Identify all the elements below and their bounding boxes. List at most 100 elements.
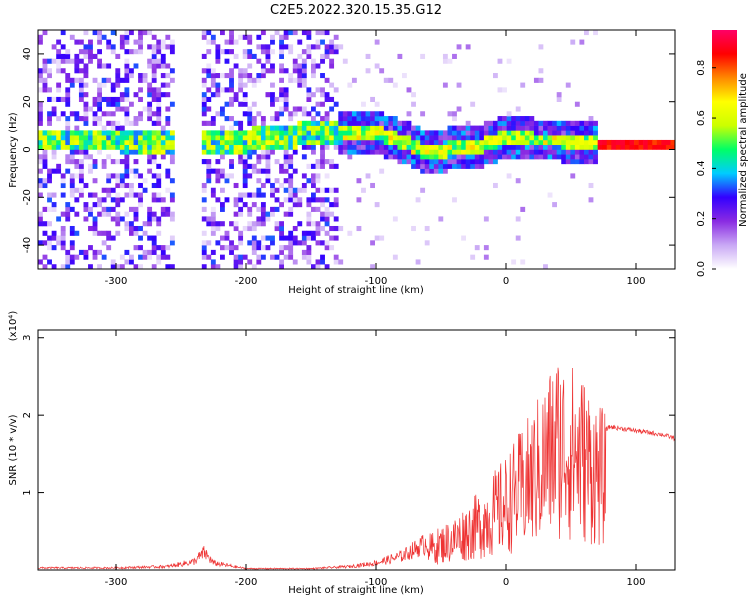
spectrogram-cell [210, 68, 216, 74]
spectrogram-cell [279, 249, 284, 255]
spectrogram-cell [438, 159, 444, 165]
spectrogram-cell [493, 149, 498, 155]
spectrogram-cell [124, 225, 130, 232]
spectrogram-cell [97, 92, 102, 98]
spectrogram-cell [110, 120, 116, 126]
spectrogram-cell [270, 34, 275, 40]
spectrogram-cell [65, 202, 71, 208]
spectrogram-cell [229, 163, 234, 169]
spectrogram-cell [402, 139, 407, 146]
spectrogram-cell [247, 63, 253, 69]
spectrogram-cell [69, 130, 75, 136]
spectrogram-cell [242, 173, 248, 179]
spectrogram-cell [556, 130, 562, 136]
spectrogram-cell [97, 249, 102, 255]
spectrogram-cell [106, 235, 112, 241]
spectrogram-cell [283, 144, 289, 150]
spectrogram-cell [251, 120, 257, 126]
spectrogram-cell [229, 149, 234, 155]
spectrogram-cell [60, 225, 66, 232]
spectrogram-cell [97, 96, 102, 102]
spectrogram-cell [529, 144, 535, 150]
spectrogram-cell [292, 63, 298, 69]
spectrogram-cell [224, 49, 230, 55]
spectrogram-cell [279, 53, 284, 59]
spectrogram-cell [320, 125, 325, 131]
spectrogram-cell [65, 87, 71, 93]
spectrogram-cell [265, 168, 271, 174]
spectrogram-cell [543, 130, 548, 136]
spectrogram-cell [502, 87, 507, 93]
spectrogram-cell [379, 120, 385, 126]
spectrogram-cell [283, 30, 289, 36]
spectrogram-cell [215, 53, 221, 59]
spectrogram-cell [379, 111, 385, 117]
spectrogram-cell [565, 125, 571, 131]
spectrogram-cell [38, 211, 43, 217]
spectrogram-cell [333, 187, 339, 193]
spectrogram-cell [424, 130, 430, 136]
spectrogram-cell [483, 245, 489, 251]
spectrogram-cell [370, 182, 375, 189]
spectrogram-cell [233, 264, 239, 269]
spectrogram-cell [56, 139, 62, 146]
spectrogram-cell [361, 120, 366, 126]
spectrogram-cell [206, 39, 212, 45]
spectrogram-cell [169, 149, 175, 155]
spectrogram-cell [356, 111, 362, 117]
spectrogram-cell [220, 245, 225, 251]
spectrogram-cell [78, 135, 84, 141]
spectrogram-cell [279, 264, 284, 269]
spectrogram-cell [315, 111, 321, 117]
spectrogram-cell [556, 139, 562, 146]
spectrogram-cell [138, 192, 143, 198]
spectrogram-cell [229, 39, 234, 45]
spectrogram-cell [515, 116, 521, 122]
spectrogram-cell [347, 125, 353, 131]
spectrogram-cell [306, 230, 312, 236]
spectrogram-cell [520, 154, 526, 160]
spectrogram-cell [83, 101, 89, 107]
spectrogram-cell [260, 116, 266, 122]
spectrogram-cell [411, 135, 416, 141]
spectrogram-cell [301, 125, 307, 131]
spectrogram-cell [242, 163, 248, 169]
spectrogram-cell [51, 111, 57, 117]
spectrogram-cell [78, 149, 84, 155]
spectrogram-cell [256, 206, 262, 212]
spectrogram-cell [238, 264, 244, 269]
spectrogram-cell [42, 130, 48, 136]
spectrogram-cell [69, 245, 75, 251]
spectrogram-cell [156, 87, 162, 93]
spectrogram-cell [452, 135, 457, 141]
spectrogram-cell [424, 225, 430, 232]
spectrogram-cell [124, 49, 130, 55]
spectrogram-cell [215, 173, 221, 179]
spectrogram-cell [156, 254, 162, 260]
spectrogram-cell [88, 154, 93, 160]
spectrogram-cell [588, 130, 594, 136]
spectrogram-cell [229, 249, 234, 255]
spectrogram-cell [297, 106, 303, 112]
spectrogram-cell [442, 130, 448, 136]
spectrogram-cell [579, 125, 585, 131]
spectrogram-cell [483, 125, 489, 131]
spectrogram-cell [270, 235, 275, 241]
spectrogram-cell [624, 139, 630, 146]
spectrogram-cell [151, 192, 157, 198]
spectrogram-cell [78, 178, 84, 184]
spectrogram-cell [351, 135, 357, 141]
spectrogram-cell [74, 63, 80, 69]
spectrogram-cell [92, 116, 98, 122]
spectrogram-cell [47, 240, 52, 246]
spectrogram-cell [147, 87, 153, 93]
spectrogram-cell [256, 192, 262, 198]
spectrogram-cell [402, 144, 407, 150]
spectrogram-cell [488, 154, 494, 160]
spectrogram-cell [256, 216, 262, 222]
spectrogram-cell [138, 44, 143, 50]
spectrogram-cell [547, 120, 553, 126]
spectrogram-cell [78, 58, 84, 64]
spectrogram-cell [274, 116, 280, 122]
spectrogram-cell [138, 149, 143, 155]
